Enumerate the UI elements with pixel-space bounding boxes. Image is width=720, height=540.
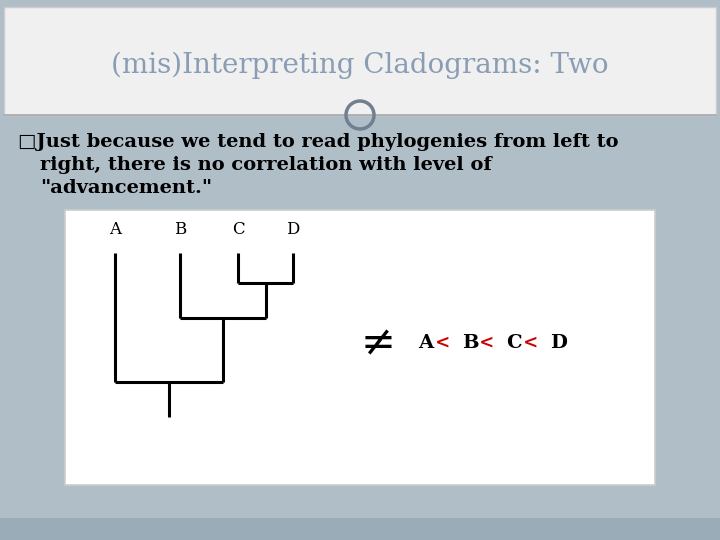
Text: C: C — [506, 334, 521, 352]
Text: <: < — [517, 334, 544, 352]
Text: D: D — [550, 334, 567, 352]
Text: □Just because we tend to read phylogenies from left to: □Just because we tend to read phylogenie… — [18, 133, 618, 151]
Text: A: A — [418, 334, 433, 352]
Text: B: B — [174, 221, 186, 238]
Text: "advancement.": "advancement." — [40, 179, 212, 197]
Text: B: B — [462, 334, 479, 352]
Text: <: < — [429, 334, 456, 352]
FancyBboxPatch shape — [4, 7, 716, 115]
FancyBboxPatch shape — [65, 210, 655, 485]
FancyBboxPatch shape — [0, 518, 720, 540]
Text: right, there is no correlation with level of: right, there is no correlation with leve… — [40, 156, 492, 174]
Text: <: < — [473, 334, 500, 352]
Text: ≠: ≠ — [361, 322, 395, 364]
Text: (mis)Interpreting Cladograms: Two: (mis)Interpreting Cladograms: Two — [112, 51, 608, 79]
Text: A: A — [109, 221, 121, 238]
Text: C: C — [232, 221, 244, 238]
Text: D: D — [287, 221, 300, 238]
